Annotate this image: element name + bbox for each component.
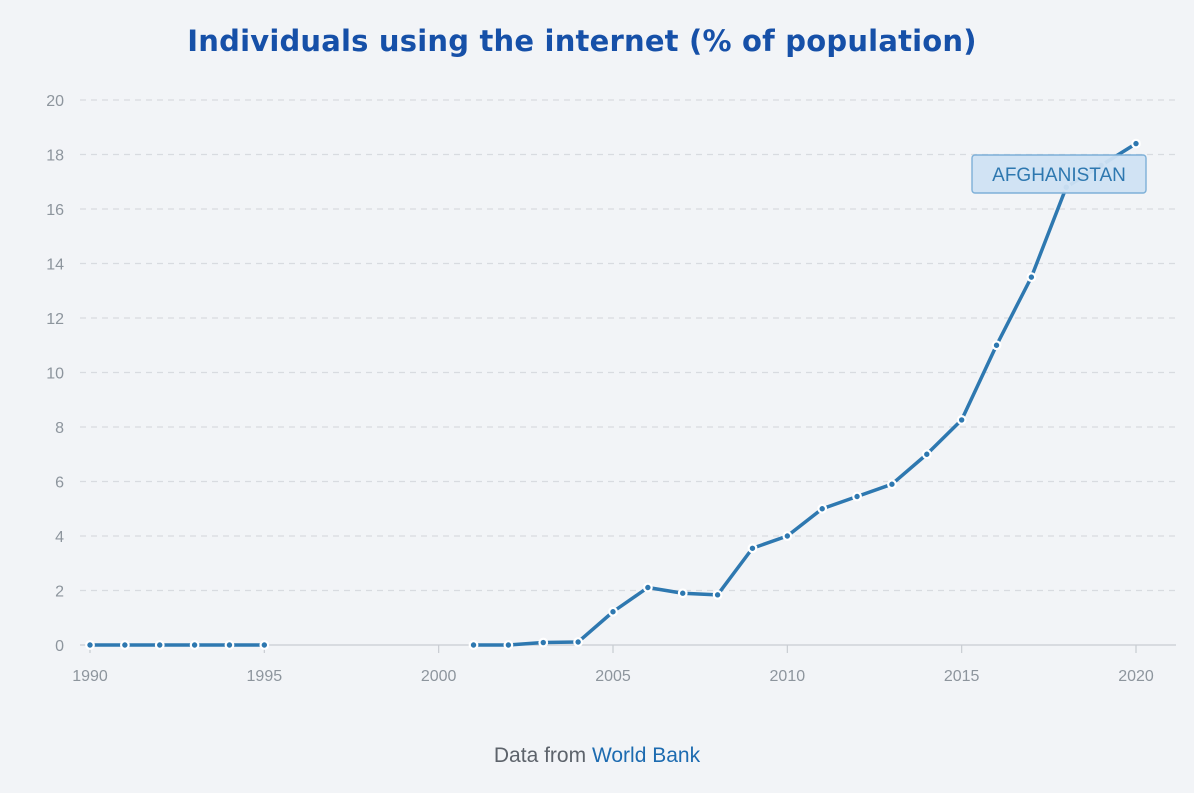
data-point[interactable] [712,589,723,600]
data-point[interactable] [991,340,1002,351]
data-point[interactable] [224,640,235,650]
y-axis-tick-labels: 0 2 4 6 8 10 12 14 16 18 20 [46,93,64,655]
y-tick-label: 16 [46,202,64,219]
data-point[interactable] [189,640,200,650]
series-label-box [971,154,1147,194]
source-prefix: Data from [493,744,587,767]
y-tick-label: 14 [46,257,64,274]
x-axis-tick-labels: 1990 1995 2000 2005 2010 2015 2020 [72,668,1154,685]
series-label-text: AFGHANISTAN [992,165,1126,186]
data-point[interactable] [608,606,618,617]
source-note: Data from World Bank [0,744,1194,768]
data-point[interactable] [85,640,95,650]
x-tick-label: 2020 [1118,668,1154,685]
y-tick-label: 0 [55,638,64,655]
x-tick-label: 2000 [421,668,457,685]
series-label: AFGHANISTAN [971,154,1147,194]
data-point[interactable] [642,582,653,593]
data-point[interactable] [887,479,897,490]
data-point[interactable] [503,640,514,650]
data-point[interactable] [259,640,270,650]
y-tick-label: 20 [46,93,64,110]
data-point[interactable] [154,640,165,650]
data-point[interactable] [921,449,932,460]
y-tick-label: 8 [55,420,64,437]
data-point[interactable] [817,503,828,514]
data-point[interactable] [747,543,758,554]
y-tick-label: 2 [55,584,64,601]
series-afghanistan[interactable] [85,138,1141,650]
y-tick-label: 18 [46,148,64,165]
x-tick-label: 2010 [770,668,806,685]
y-tick-label: 6 [55,475,64,492]
chart-title: Individuals using the internet (% of pop… [187,24,977,58]
data-point[interactable] [119,640,130,650]
data-point[interactable] [538,637,549,648]
data-point[interactable] [1131,138,1141,149]
x-tick-label: 1990 [72,668,108,685]
y-tick-label: 12 [46,311,64,328]
data-point[interactable] [852,491,862,502]
x-tick-label: 2005 [595,668,631,685]
data-point[interactable] [956,415,967,425]
data-point[interactable] [468,640,479,650]
y-tick-label: 10 [46,366,64,383]
y-tick-label: 4 [55,529,64,546]
data-point[interactable] [1026,272,1037,283]
world-bank-link[interactable]: World Bank [591,744,701,767]
data-point[interactable] [677,588,688,599]
data-point[interactable] [573,637,584,647]
data-point[interactable] [782,531,793,541]
series-line [471,141,1138,647]
x-tick-label: 1995 [247,668,283,685]
x-tick-label: 2015 [944,668,980,685]
